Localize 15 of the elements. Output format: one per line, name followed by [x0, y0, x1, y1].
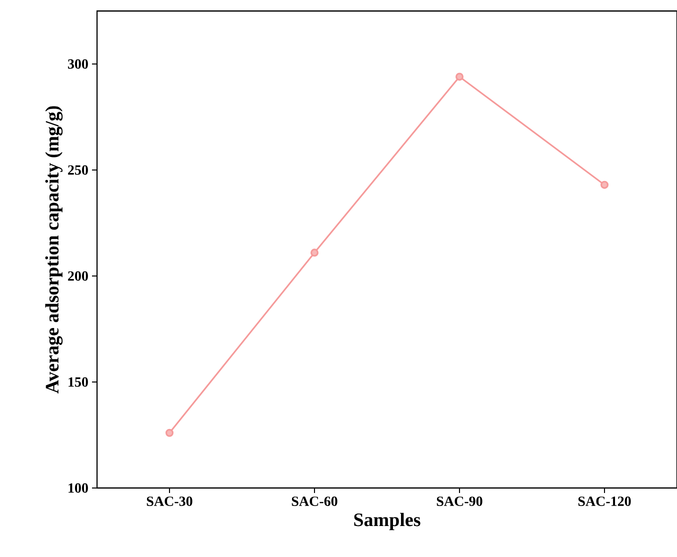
x-tick-label: SAC-120	[578, 496, 631, 506]
x-tick-label: SAC-90	[436, 496, 482, 506]
point	[600, 180, 609, 189]
y-tick-label: 200	[68, 271, 88, 281]
y-tick-label: 300	[68, 59, 88, 69]
y-axis-title: Average adsorption capacity (mg/g)	[45, 106, 63, 394]
y-tick-label: 150	[68, 377, 88, 387]
y-tick-label: 100	[68, 483, 88, 493]
point	[166, 428, 174, 437]
y-tick-label: 250	[68, 165, 88, 175]
point	[456, 72, 464, 81]
point	[310, 248, 319, 257]
x-tick-label: SAC-30	[146, 496, 192, 506]
x-axis-title: Samples	[354, 512, 420, 530]
x-tick-label: SAC-60	[292, 496, 338, 506]
